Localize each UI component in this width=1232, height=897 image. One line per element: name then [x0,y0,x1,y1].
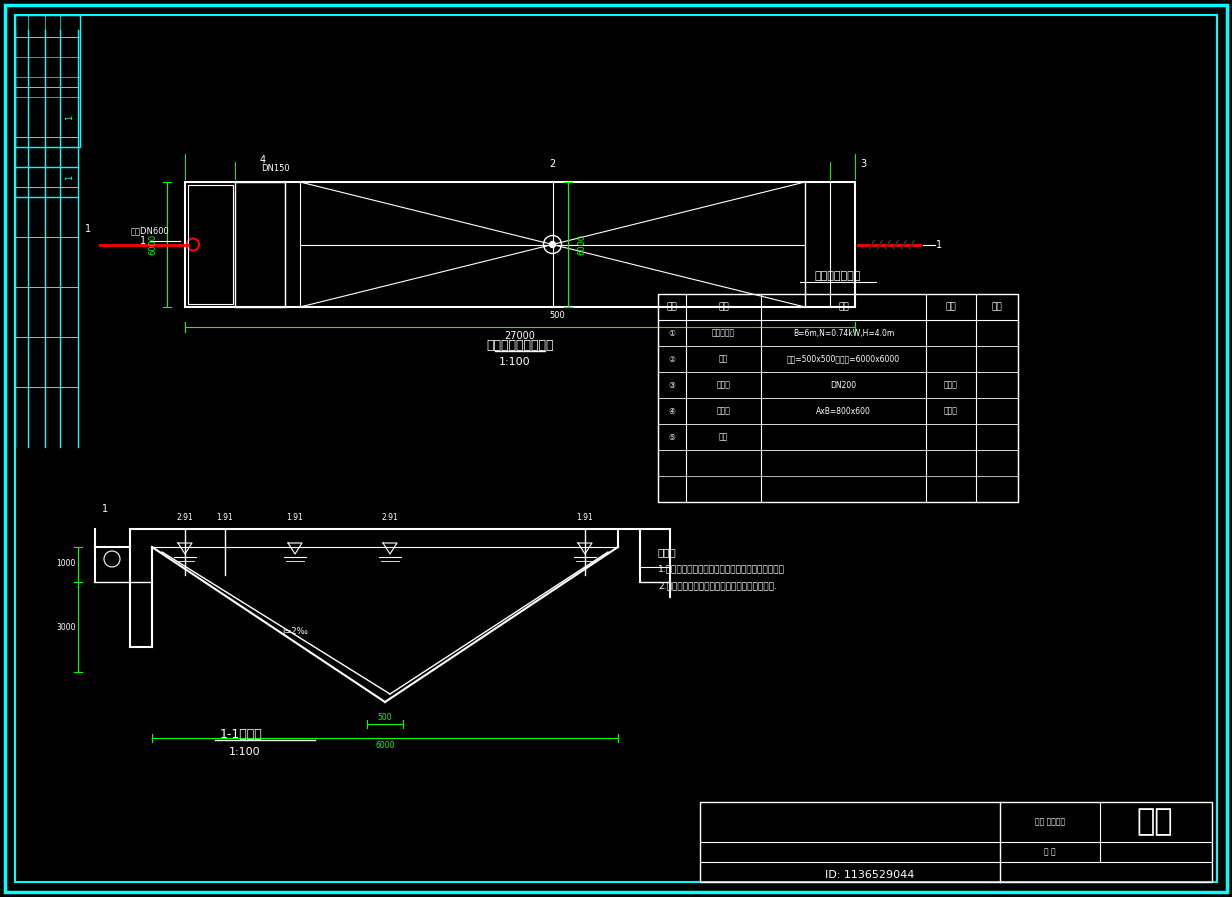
Text: 1: 1 [65,115,74,119]
Text: 渣槽: 渣槽 [719,432,728,441]
Text: 知未: 知未 [1137,807,1173,837]
Text: 主要设备一览表: 主要设备一览表 [814,271,861,281]
Text: 刁泥撞渣机: 刁泥撞渣机 [712,328,736,337]
Text: ④: ④ [669,406,675,415]
Text: 图别 工艺二沉: 图别 工艺二沉 [1035,817,1064,826]
Text: 平流式二沉池平面图: 平流式二沉池平面图 [487,338,553,352]
Bar [185,182,855,307]
Text: 1.91: 1.91 [287,512,303,521]
Text: 1000: 1000 [57,560,75,569]
Text: 1: 1 [140,236,147,246]
Text: 1.91: 1.91 [217,512,233,521]
Bar [700,802,1212,882]
Text: 1.91: 1.91 [577,512,594,521]
Bar [15,15,80,147]
Text: 2.91: 2.91 [382,512,398,521]
Text: 规格: 规格 [838,302,849,311]
Bar [235,182,285,307]
Text: AxB=800x600: AxB=800x600 [816,406,871,415]
Text: 2: 2 [549,159,556,169]
Text: 500: 500 [378,713,392,722]
Text: 1:100: 1:100 [229,747,261,757]
Text: 1-1剪面图: 1-1剪面图 [221,727,262,741]
Text: 1:100: 1:100 [499,357,531,367]
Text: i=2‰: i=2‰ [282,628,308,637]
Text: B=6m,N=0.74kW,H=4.0m: B=6m,N=0.74kW,H=4.0m [793,328,894,337]
Text: 编号: 编号 [667,302,678,311]
Text: 27000: 27000 [505,331,536,341]
Text: 1.尺寸：除管长、标高以米计外，其余均以毫米计。: 1.尺寸：除管长、标高以米计外，其余均以毫米计。 [658,564,785,573]
Text: 说明：: 说明： [658,547,676,557]
Text: DN200: DN200 [830,380,856,389]
Circle shape [549,241,556,248]
Text: 混凝土: 混凝土 [944,406,958,415]
Text: 泥斗: 泥斗 [719,354,728,363]
Text: 名称: 名称 [718,302,729,311]
Text: 6000: 6000 [149,234,158,255]
Text: 进水DN600: 进水DN600 [131,226,169,235]
Text: 3: 3 [860,159,866,169]
Text: 3000: 3000 [57,623,75,631]
Text: DN150: DN150 [261,163,290,172]
Text: 1: 1 [102,504,108,514]
Text: 图 号: 图 号 [1045,848,1056,857]
Text: 4: 4 [260,155,266,165]
Text: ③: ③ [669,380,675,389]
Text: 1: 1 [936,239,942,249]
Text: 备注: 备注 [992,302,1003,311]
Text: 混凝土: 混凝土 [944,380,958,389]
Text: ①: ① [669,328,675,337]
Text: 1: 1 [85,223,91,233]
Bar [658,294,1018,502]
Text: 2.91: 2.91 [176,512,193,521]
Text: 6000: 6000 [376,742,394,751]
Text: ID: 1136529044: ID: 1136529044 [825,870,914,880]
Bar [188,185,233,304]
Text: 下底=500x500，上底=6000x6000: 下底=500x500，上底=6000x6000 [787,354,901,363]
Text: 6000: 6000 [577,234,586,255]
Text: 排泥管: 排泥管 [717,380,731,389]
Text: ⑤: ⑤ [669,432,675,441]
Text: 浮渣室: 浮渣室 [717,406,731,415]
Text: 1: 1 [65,174,74,179]
Text: 2.标高：除特殊注明外，污水管道指管内底标高.: 2.标高：除特殊注明外，污水管道指管内底标高. [658,581,777,590]
Text: 材料: 材料 [946,302,956,311]
Text: 500: 500 [549,310,565,319]
Text: ②: ② [669,354,675,363]
